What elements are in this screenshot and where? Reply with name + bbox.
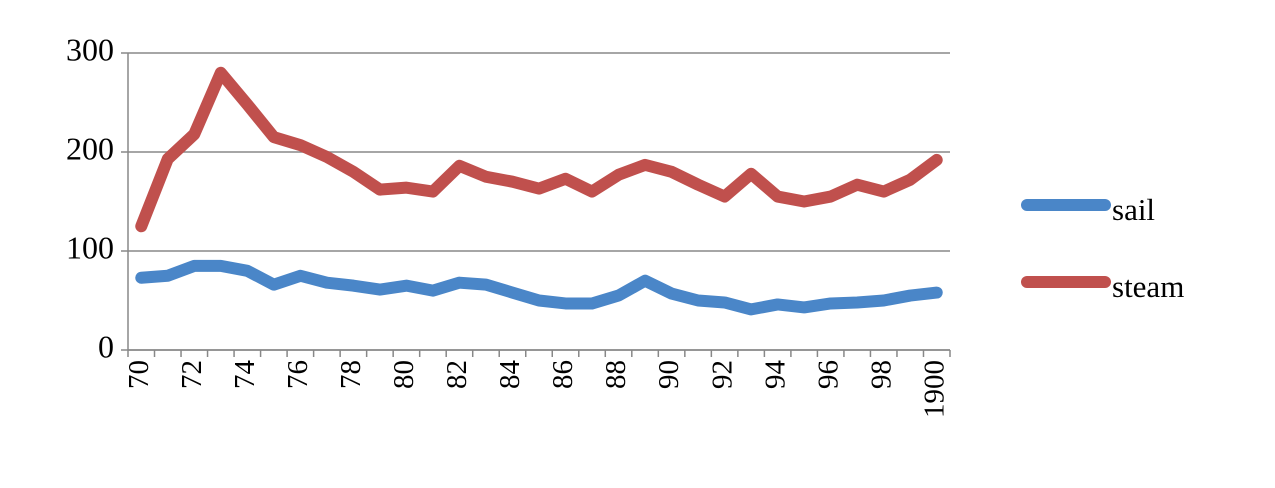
x-tick-label: 80 [388, 360, 420, 389]
x-tick-label: 72 [176, 360, 208, 389]
x-tick-label: 78 [335, 360, 367, 389]
x-tick-label: 90 [653, 360, 685, 389]
x-tick-label: 76 [282, 360, 314, 389]
legend-label: sail [1112, 192, 1155, 227]
x-tick-label: 82 [441, 360, 473, 389]
x-tick-label: 84 [494, 360, 526, 390]
x-tick-label: 92 [706, 360, 738, 389]
legend-label: steam [1112, 269, 1184, 304]
x-tick-label: 1900 [918, 360, 950, 418]
y-tick-label: 0 [98, 328, 114, 364]
x-tick-label: 88 [600, 360, 632, 389]
y-tick-label: 100 [66, 229, 114, 265]
x-tick-label: 86 [547, 360, 579, 389]
y-tick-label: 300 [66, 31, 114, 67]
x-tick-label: 70 [123, 360, 155, 389]
x-tick-label: 96 [812, 360, 844, 389]
x-tick-label: 74 [229, 360, 261, 390]
data-line [135, 259, 943, 316]
y-tick-label: 200 [66, 130, 114, 166]
x-tick-label: 94 [759, 360, 791, 390]
x-tick-label: 98 [865, 360, 897, 389]
data-line [135, 66, 943, 233]
